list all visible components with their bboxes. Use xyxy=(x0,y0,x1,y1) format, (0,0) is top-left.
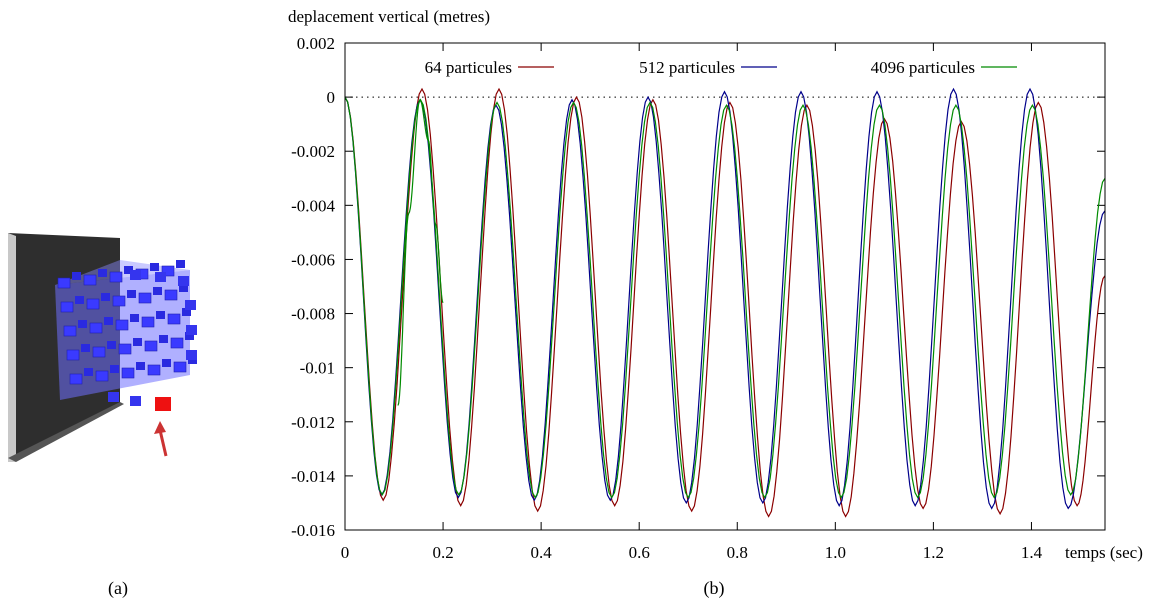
y-tick-label: -0.016 xyxy=(291,521,335,540)
particle-cube xyxy=(178,276,189,286)
particle-cube xyxy=(92,346,106,358)
particle-cube xyxy=(186,350,197,360)
particle-cube xyxy=(133,338,142,346)
particle-cube xyxy=(109,271,123,283)
legend-label: 4096 particules xyxy=(871,58,975,77)
particle-cube xyxy=(179,284,188,292)
legend-label: 512 particules xyxy=(639,58,735,77)
particle-cube xyxy=(186,325,197,335)
y-tick-label: 0.002 xyxy=(297,34,335,53)
legend: 64 particules 512 particules 4096 particul… xyxy=(425,58,1017,77)
particle-block-illustration xyxy=(8,233,197,462)
y-tick-label: 0 xyxy=(327,88,336,107)
particle-cubes xyxy=(57,260,197,406)
particle-cube xyxy=(60,301,74,313)
y-tick-label: -0.01 xyxy=(300,359,335,378)
y-tick-label: -0.002 xyxy=(291,142,335,161)
particle-cube xyxy=(130,396,141,406)
x-axis-label: temps (sec) xyxy=(1065,543,1143,562)
series-line-64 xyxy=(344,87,1106,518)
particle-cube xyxy=(84,368,93,376)
particle-cube xyxy=(130,270,141,280)
particle-cube xyxy=(127,290,136,298)
series-line-4096-segment xyxy=(397,98,444,406)
y-tick-label: -0.004 xyxy=(291,196,335,215)
particle-cube xyxy=(112,295,126,307)
particle-cube xyxy=(124,266,133,274)
particle-cube xyxy=(108,392,119,402)
plot-frame xyxy=(344,42,1106,531)
particle-cube xyxy=(182,308,191,316)
particle-cube xyxy=(101,293,110,301)
arrow-icon xyxy=(154,421,166,434)
series-line-512 xyxy=(344,87,1106,510)
particle-cube xyxy=(86,298,100,310)
x-tick-label: 0.6 xyxy=(629,543,650,562)
particle-cube xyxy=(118,343,132,355)
particle-cube xyxy=(176,260,185,268)
legend-label: 64 particules xyxy=(425,58,512,77)
particle-cube xyxy=(130,314,139,322)
particle-cube xyxy=(69,373,83,385)
particle-cube xyxy=(66,349,80,361)
x-tick-label: 1.0 xyxy=(825,543,846,562)
axis-ticks: 0.002 0 -0.002 -0.004 -0.006 -0.008 -0.01 -0.01… xyxy=(291,34,1105,562)
particle-cube xyxy=(141,316,155,328)
y-axis-label: deplacement vertical (metres) xyxy=(288,7,490,26)
particle-cube xyxy=(57,277,71,289)
particle-cube xyxy=(161,265,175,277)
x-tick-label: 0.2 xyxy=(432,543,453,562)
displacement-chart: deplacement vertical (metres) temps (sec… xyxy=(288,7,1143,562)
x-tick-label: 0.4 xyxy=(531,543,553,562)
particle-cube xyxy=(81,344,90,352)
particle-cube xyxy=(150,263,159,271)
y-tick-label: -0.014 xyxy=(291,467,335,486)
particle-cube xyxy=(159,335,168,343)
particle-cube xyxy=(107,341,116,349)
series-line-4096 xyxy=(344,96,1106,499)
particle-cube xyxy=(147,364,161,376)
y-tick-label: -0.008 xyxy=(291,305,335,324)
particle-cube xyxy=(170,337,184,349)
particle-cube xyxy=(162,359,171,367)
particle-cube xyxy=(185,332,194,340)
particle-cube xyxy=(63,325,77,337)
particle-cube xyxy=(115,319,129,331)
y-tick-label: -0.012 xyxy=(291,413,335,432)
particle-cube xyxy=(153,287,162,295)
wall-bottom-edge xyxy=(8,402,124,462)
particle-cube xyxy=(121,367,135,379)
particle-cube xyxy=(173,361,187,373)
particle-cube xyxy=(164,289,178,301)
particle-cube xyxy=(156,311,165,319)
particle-cube xyxy=(89,322,103,334)
particle-cube xyxy=(167,313,181,325)
particle-cube xyxy=(83,274,97,286)
y-tick-label: -0.006 xyxy=(291,250,335,269)
tracked-particle-marker xyxy=(155,397,171,411)
particle-cube xyxy=(75,296,84,304)
particle-cube xyxy=(138,292,152,304)
particle-cube xyxy=(98,269,107,277)
x-tick-label: 1.4 xyxy=(1021,543,1043,562)
series-lines xyxy=(344,87,1106,518)
particle-cube xyxy=(95,370,109,382)
wall-edge xyxy=(8,233,16,462)
x-tick-label: 0.8 xyxy=(727,543,748,562)
panel-b-caption: (b) xyxy=(704,578,725,599)
particle-cube xyxy=(155,272,166,282)
x-tick-label: 1.2 xyxy=(923,543,944,562)
particle-cube xyxy=(110,365,119,373)
x-tick-label: 0 xyxy=(341,543,350,562)
particle-cube xyxy=(136,362,145,370)
arrow-shaft xyxy=(158,429,168,457)
particle-cube xyxy=(72,272,81,280)
particle-cube xyxy=(78,320,87,328)
particle-cube xyxy=(104,317,113,325)
panel-a-caption: (a) xyxy=(108,578,128,599)
particle-cube xyxy=(144,340,158,352)
particle-cube xyxy=(185,300,196,310)
